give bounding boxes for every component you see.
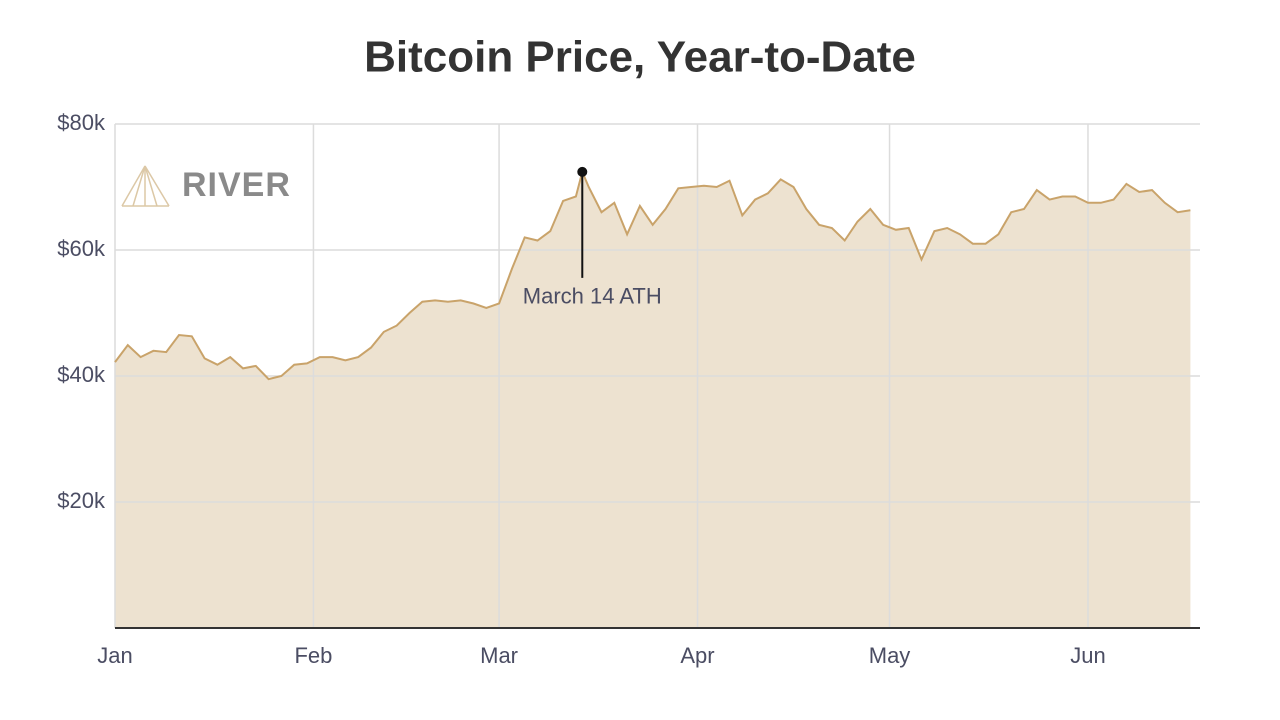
chart-title: Bitcoin Price, Year-to-Date [364,33,916,82]
y-tick-label: $40k [57,362,106,387]
area [115,171,1191,628]
y-tick-label: $20k [57,488,106,513]
annotation-label: March 14 ATH [523,284,662,309]
logo-stroke [144,165,170,207]
y-tick-label: $80k [57,110,106,135]
logo: RIVER [121,165,291,207]
line [114,168,1191,381]
y-tick-label: $60k [57,236,106,261]
x-tick-label: Jun [1070,643,1105,668]
x-tick-label: Apr [680,643,714,668]
x-tick-label: Jan [97,643,132,668]
x-tick-label: Mar [480,643,518,668]
logo-stroke [132,165,146,207]
logo-stroke [121,165,146,207]
x-tick-label: Feb [294,643,332,668]
x-tick-label: May [869,643,911,668]
logo-text: RIVER [182,166,291,204]
logo-stroke [144,165,158,207]
annotation-point [577,166,588,177]
